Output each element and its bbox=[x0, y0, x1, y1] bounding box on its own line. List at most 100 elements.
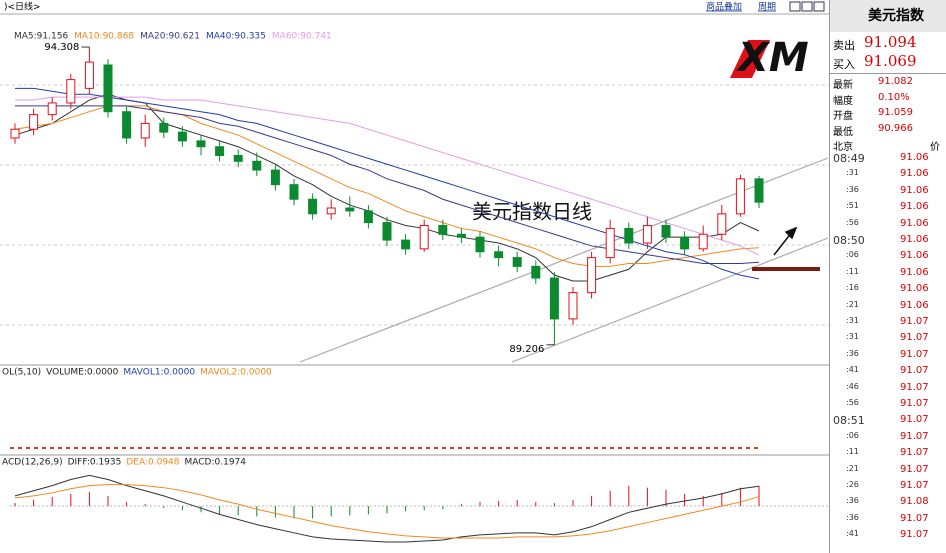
tick-price: 91.07 bbox=[900, 430, 929, 442]
tick-price: 91.06 bbox=[900, 234, 929, 245]
indicator-header: VOLUME:0.0000 bbox=[46, 368, 118, 378]
overlay-button[interactable]: 商品叠加 bbox=[706, 1, 742, 13]
candle-body bbox=[159, 122, 169, 133]
candle-body bbox=[29, 114, 39, 130]
candle-body bbox=[475, 236, 485, 253]
candle-body bbox=[661, 225, 671, 238]
candle-body bbox=[382, 222, 392, 241]
price-header: 价 bbox=[930, 142, 940, 153]
stat-label: 幅度 bbox=[833, 95, 853, 107]
tick-price: 91.06 bbox=[900, 152, 929, 163]
candle-body bbox=[624, 227, 634, 244]
tick-time: :11 bbox=[846, 447, 859, 457]
buy-label: 买入 bbox=[833, 58, 855, 71]
tick-time: :36 bbox=[846, 512, 859, 522]
buy-price: 91.069 bbox=[864, 52, 917, 70]
candle-body bbox=[84, 61, 94, 89]
candle-body bbox=[289, 184, 299, 200]
toolbar-title: )<日线> bbox=[4, 1, 41, 13]
tick-price: 91.07 bbox=[900, 529, 929, 541]
tick-price: 91.07 bbox=[900, 348, 929, 360]
tick-price: 91.07 bbox=[900, 381, 929, 393]
candle-body bbox=[698, 233, 708, 250]
tick-time: :31 bbox=[846, 168, 859, 178]
period-button[interactable]: 周期 bbox=[758, 2, 776, 13]
stat-label: 开盘 bbox=[833, 111, 853, 122]
candle-body bbox=[308, 198, 318, 215]
candle-body bbox=[401, 239, 411, 250]
tick-time: :11 bbox=[846, 266, 859, 276]
tick-time: 08:49 bbox=[833, 152, 865, 165]
diff-line bbox=[14, 474, 760, 543]
candle-body bbox=[140, 122, 150, 139]
tick-time: :06 bbox=[846, 250, 859, 260]
tick-price: 91.06 bbox=[900, 217, 929, 229]
candle-body bbox=[456, 233, 466, 238]
legend-entry: MA20:90.621 bbox=[140, 32, 200, 42]
tick-time: :21 bbox=[846, 463, 859, 473]
stat-value: 0.10% bbox=[878, 91, 910, 103]
tick-time: :41 bbox=[846, 529, 859, 539]
tick-price: 91.06 bbox=[900, 266, 929, 278]
channel bbox=[299, 157, 829, 363]
candle-body bbox=[345, 207, 355, 212]
tick-time: :56 bbox=[846, 398, 859, 407]
view-buttons[interactable] bbox=[789, 1, 825, 12]
indicator-header: MAVOL1:0.0000 bbox=[123, 368, 195, 378]
sell-label: 卖出 bbox=[833, 39, 855, 52]
candle-body bbox=[587, 257, 597, 294]
ma-line bbox=[15, 87, 760, 280]
candle-body bbox=[103, 64, 113, 113]
price-plot bbox=[10, 47, 764, 345]
candle-body bbox=[252, 160, 262, 171]
time-header: 北京 bbox=[833, 142, 853, 153]
tick-time: :06 bbox=[846, 430, 859, 440]
candle-body bbox=[512, 257, 522, 267]
tick-time: :31 bbox=[846, 316, 859, 325]
tick-price: 91.07 bbox=[900, 414, 929, 426]
candle-body bbox=[177, 131, 187, 142]
candle-body bbox=[642, 225, 652, 244]
tick-price: 91.07 bbox=[900, 316, 929, 327]
tick-price: 91.06 bbox=[900, 250, 929, 262]
tick-time: 08:50 bbox=[833, 234, 865, 247]
tick-price: 91.06 bbox=[900, 201, 929, 213]
candle-body bbox=[270, 169, 280, 186]
candle-body bbox=[215, 146, 225, 156]
sell-price: 91.094 bbox=[864, 33, 917, 51]
tick-price: 91.07 bbox=[900, 447, 929, 459]
low-label: 89.206 bbox=[509, 344, 544, 355]
candle-body bbox=[549, 277, 559, 320]
indicator-header: ACD(12,26,9) bbox=[2, 458, 63, 468]
tick-time: :56 bbox=[846, 217, 859, 227]
candle-body bbox=[66, 79, 76, 104]
candle-body bbox=[754, 178, 764, 203]
candle-body bbox=[438, 225, 448, 235]
tick-time: :31 bbox=[846, 332, 859, 342]
candle-body bbox=[419, 225, 429, 250]
tick-time: 08:51 bbox=[833, 414, 865, 428]
candle-body bbox=[326, 207, 336, 215]
indicator-header: MACD:0.1974 bbox=[185, 458, 247, 468]
ma-line bbox=[14, 105, 760, 267]
logo-text: XM bbox=[735, 35, 809, 81]
candle-body bbox=[717, 213, 727, 235]
tick-time: :46 bbox=[846, 381, 859, 391]
candle-body bbox=[531, 265, 541, 279]
quote-panel: 美元指数 卖出 91.094 买入 91.069 北京 价 最新 91.082 幅度… bbox=[829, 0, 946, 553]
indicator-header: MAVOL2:0.0000 bbox=[200, 368, 272, 378]
tick-time: :16 bbox=[846, 283, 859, 293]
chart: )<日线> 商品叠加 周期 美元指数日线 XM 94.30889.206)<日线… bbox=[0, 1, 829, 543]
indicator-header: DIFF:0.1935 bbox=[68, 458, 122, 468]
stat-value: 91.082 bbox=[878, 76, 913, 87]
indicator-header: OL(5,10) bbox=[2, 368, 41, 378]
candle-body bbox=[10, 128, 20, 139]
stat-label: 最新 bbox=[833, 80, 853, 91]
high-label: 94.308 bbox=[44, 42, 79, 53]
tick-price: 91.07 bbox=[900, 398, 929, 409]
arrow bbox=[773, 226, 798, 256]
stat-label: 最低 bbox=[833, 126, 853, 138]
tick-time: :21 bbox=[846, 299, 859, 309]
dea-line bbox=[14, 484, 760, 539]
